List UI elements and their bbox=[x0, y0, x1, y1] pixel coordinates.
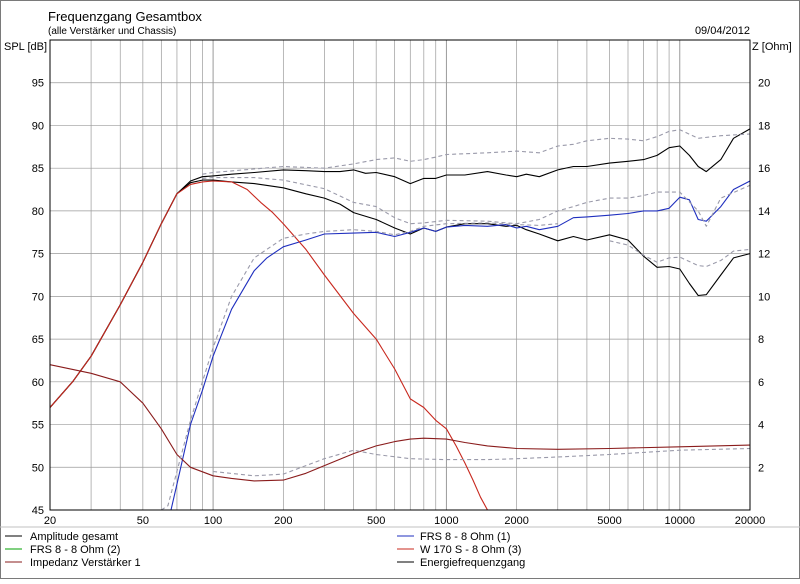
x-tick-label: 20000 bbox=[735, 515, 766, 527]
legend-item-w170s: W 170 S - 8 Ohm (3) bbox=[397, 544, 521, 556]
y2-tick-label: 20 bbox=[758, 78, 770, 90]
series-line-dashed-7 bbox=[160, 222, 558, 511]
series-line-dashed-6 bbox=[202, 177, 751, 227]
x-tick-label: 5000 bbox=[597, 515, 621, 527]
legend-label: Impedanz Verstärker 1 bbox=[30, 557, 141, 569]
legend-label: Energiefrequenzgang bbox=[420, 557, 525, 569]
y2-tick-label: 18 bbox=[758, 120, 770, 132]
series-line-dashed-9 bbox=[213, 447, 751, 477]
y2-tick-label: 12 bbox=[758, 249, 770, 261]
series-line-energiefrequenzgang bbox=[49, 128, 751, 408]
legend-item-frs8-2: FRS 8 - 8 Ohm (2) bbox=[5, 544, 120, 556]
y-tick-label: 80 bbox=[32, 206, 44, 218]
x-tick-label: 50 bbox=[137, 515, 149, 527]
y2-tick-label: 4 bbox=[758, 420, 764, 432]
chart-subtitle: (alle Verstärker und Chassis) bbox=[48, 26, 176, 37]
legend-label: FRS 8 - 8 Ohm (1) bbox=[420, 531, 510, 543]
x-tick-label: 2000 bbox=[504, 515, 528, 527]
y-tick-label: 95 bbox=[32, 78, 44, 90]
y-tick-label: 50 bbox=[32, 462, 44, 474]
y2-tick-label: 8 bbox=[758, 334, 764, 346]
x-tick-label: 20 bbox=[44, 515, 56, 527]
y-tick-label: 65 bbox=[32, 334, 44, 346]
legend-item-impedanz: Impedanz Verstärker 1 bbox=[5, 557, 141, 569]
y-tick-label: 45 bbox=[32, 505, 44, 517]
y-tick-label: 70 bbox=[32, 291, 44, 303]
y2-tick-label: 16 bbox=[758, 163, 770, 175]
y2-tick-label: 6 bbox=[758, 377, 764, 389]
y-tick-label: 90 bbox=[32, 120, 44, 132]
x-tick-label: 10000 bbox=[664, 515, 695, 527]
series-line-frs-8-8-ohm-1 bbox=[50, 180, 751, 511]
legend-label: Amplitude gesamt bbox=[30, 531, 118, 543]
legend-item-frs8-1: FRS 8 - 8 Ohm (1) bbox=[397, 531, 510, 543]
x-tick-label: 1000 bbox=[434, 515, 458, 527]
x-tick-label: 500 bbox=[367, 515, 385, 527]
legend-label: FRS 8 - 8 Ohm (2) bbox=[30, 544, 120, 556]
y-tick-label: 60 bbox=[32, 377, 44, 389]
legend: Amplitude gesamt FRS 8 - 8 Ohm (1) FRS 8… bbox=[5, 531, 525, 569]
y-tick-label: 75 bbox=[32, 249, 44, 261]
series-line-impedanz-verst-rker-1 bbox=[49, 364, 751, 482]
x-tick-label: 100 bbox=[204, 515, 222, 527]
y2-tick-label: 14 bbox=[758, 206, 770, 218]
y2-axis-label: Z [Ohm] bbox=[752, 41, 792, 53]
y-tick-label: 55 bbox=[32, 420, 44, 432]
y2-tick-label: 2 bbox=[758, 462, 764, 474]
series-line-dashed-5 bbox=[202, 129, 751, 175]
y-tick-label: 85 bbox=[32, 163, 44, 175]
chart-date: 09/04/2012 bbox=[695, 25, 750, 37]
legend-item-amplitude-gesamt: Amplitude gesamt bbox=[5, 531, 118, 543]
plot-area bbox=[49, 39, 751, 511]
legend-label: W 170 S - 8 Ohm (3) bbox=[420, 544, 521, 556]
x-tick-label: 200 bbox=[274, 515, 292, 527]
y-axis-label: SPL [dB] bbox=[4, 41, 47, 53]
y2-tick-label: 10 bbox=[758, 291, 770, 303]
series-line-w-170-s-8-ohm-3 bbox=[49, 180, 750, 511]
chart-title: Frequenzgang Gesamtbox bbox=[48, 9, 202, 24]
legend-item-energiefrequenzgang: Energiefrequenzgang bbox=[397, 557, 525, 569]
series-line-dashed-8 bbox=[609, 240, 751, 268]
